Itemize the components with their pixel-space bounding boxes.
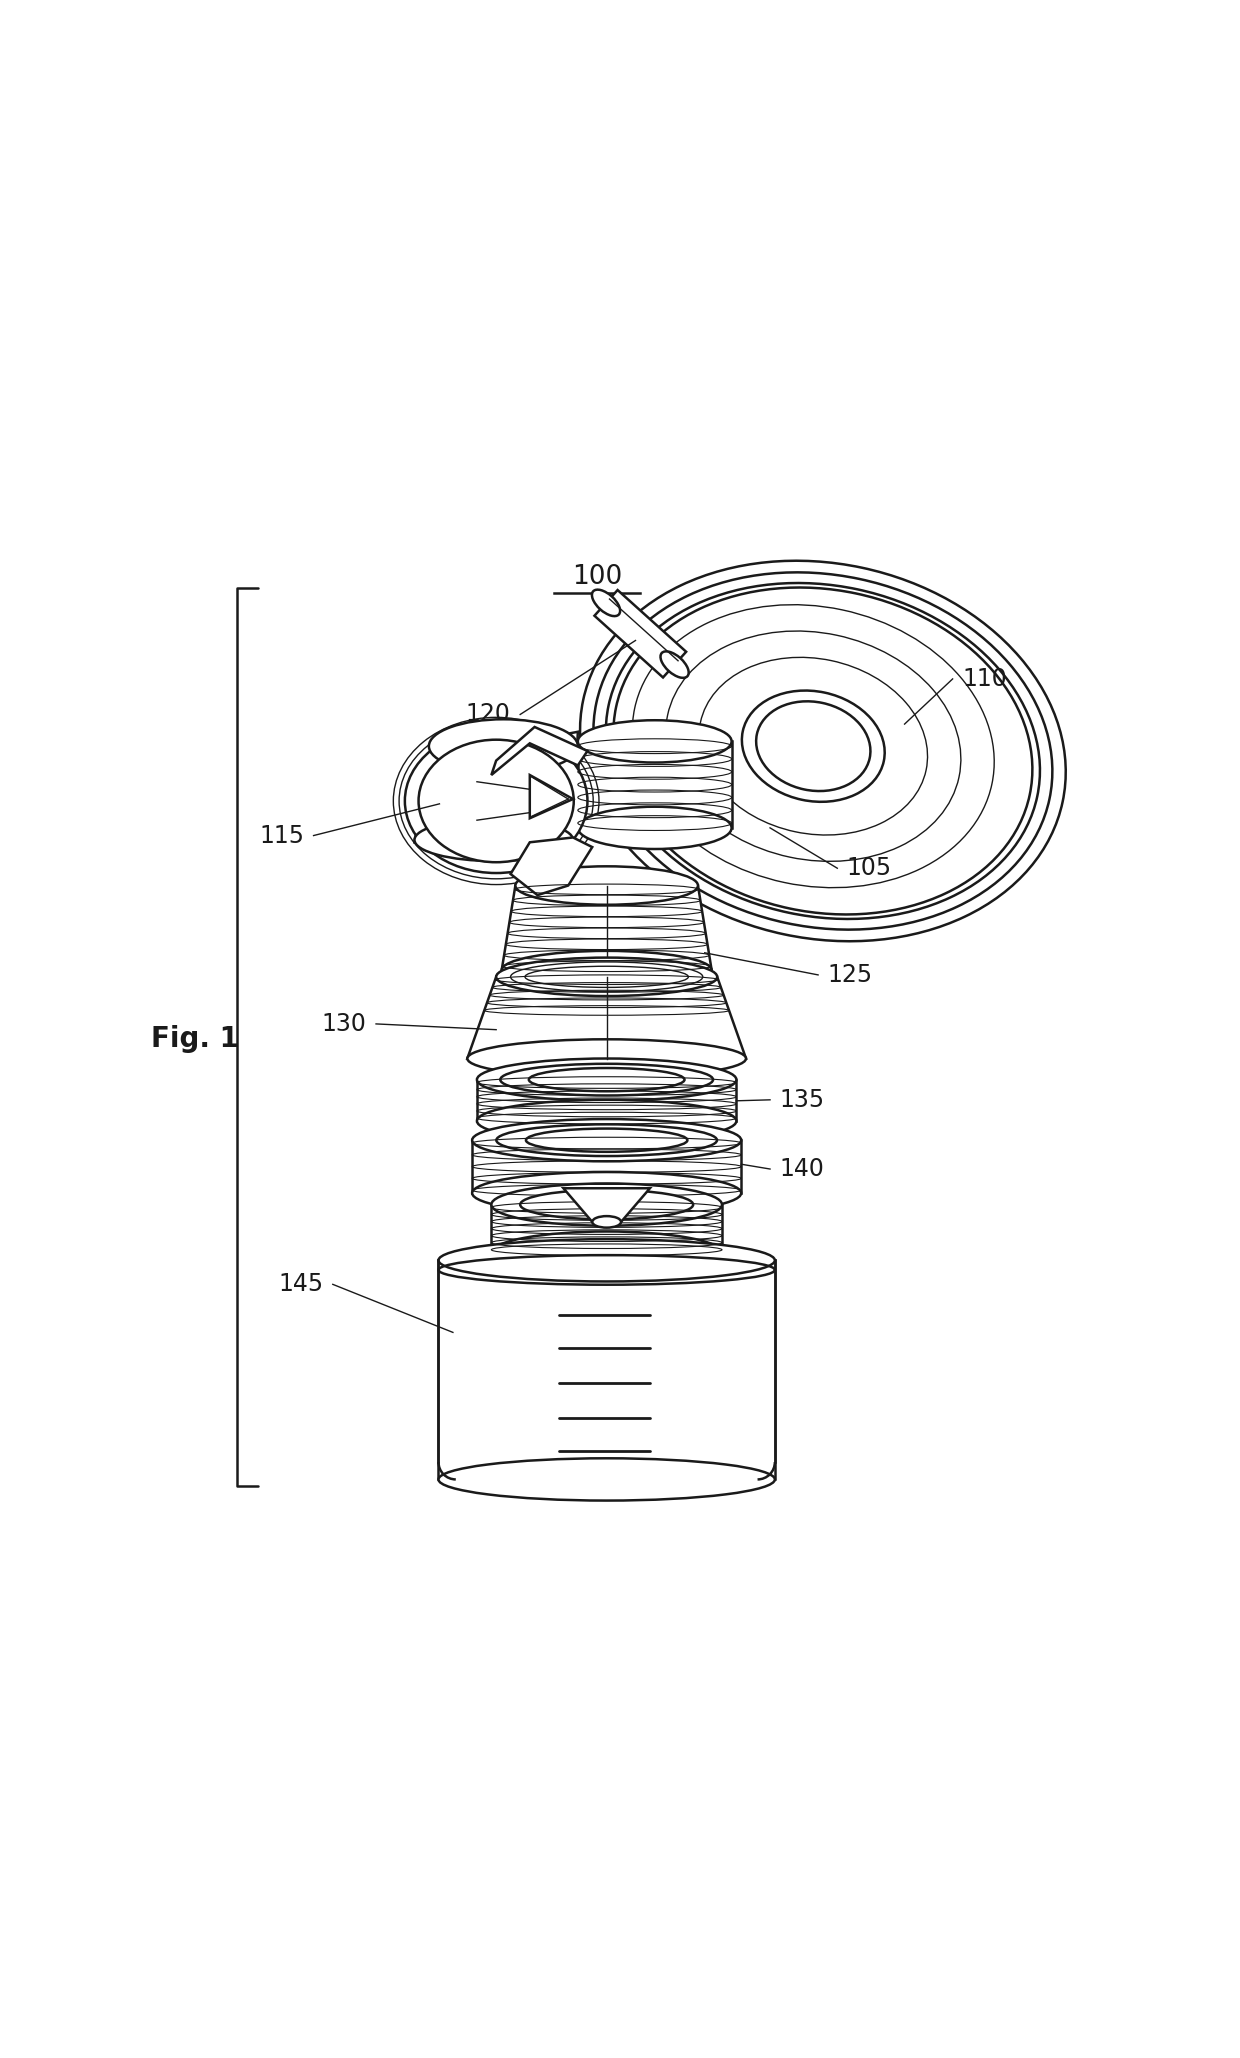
Text: Fig. 1: Fig. 1 (151, 1025, 239, 1054)
Polygon shape (529, 776, 573, 819)
Ellipse shape (472, 1171, 742, 1214)
Ellipse shape (756, 702, 870, 790)
Ellipse shape (477, 1058, 737, 1101)
Ellipse shape (578, 720, 732, 764)
Polygon shape (439, 1253, 775, 1259)
Text: 5: 5 (670, 1307, 681, 1323)
Text: 125: 125 (828, 963, 873, 988)
Polygon shape (472, 1140, 742, 1194)
Ellipse shape (439, 1239, 775, 1282)
Ellipse shape (521, 1190, 693, 1220)
Text: 105: 105 (847, 856, 892, 881)
Text: 120: 120 (466, 702, 511, 726)
Ellipse shape (614, 587, 1033, 914)
Polygon shape (491, 726, 588, 776)
Text: 100: 100 (572, 564, 622, 589)
Ellipse shape (516, 866, 698, 906)
Text: 140: 140 (780, 1157, 825, 1181)
Ellipse shape (419, 739, 574, 862)
Ellipse shape (578, 807, 732, 850)
Ellipse shape (502, 951, 712, 990)
Text: 115: 115 (259, 823, 304, 848)
Ellipse shape (414, 819, 573, 860)
Polygon shape (491, 1204, 722, 1253)
Ellipse shape (661, 652, 688, 677)
Ellipse shape (429, 720, 578, 774)
Ellipse shape (528, 1068, 684, 1091)
Ellipse shape (404, 729, 588, 873)
Polygon shape (477, 1080, 737, 1122)
Polygon shape (511, 838, 593, 895)
Text: 145: 145 (278, 1272, 324, 1297)
Ellipse shape (467, 1039, 746, 1078)
Text: 135: 135 (780, 1089, 825, 1111)
Text: 1 oz: 1 oz (670, 1443, 707, 1459)
Ellipse shape (496, 957, 717, 996)
Ellipse shape (491, 1183, 722, 1227)
Polygon shape (594, 591, 686, 677)
Polygon shape (502, 885, 712, 969)
Text: 4: 4 (670, 1340, 681, 1356)
Text: 110: 110 (962, 667, 1007, 691)
Ellipse shape (472, 1120, 742, 1161)
Polygon shape (414, 733, 578, 842)
Ellipse shape (742, 691, 884, 803)
Text: 2: 2 (670, 1410, 681, 1426)
Ellipse shape (593, 1216, 621, 1229)
Polygon shape (578, 741, 732, 827)
Polygon shape (439, 1259, 775, 1480)
Polygon shape (563, 1187, 650, 1222)
Polygon shape (467, 978, 746, 1058)
Text: 130: 130 (321, 1013, 367, 1035)
Ellipse shape (439, 1459, 775, 1500)
Text: 3: 3 (670, 1375, 681, 1391)
Ellipse shape (591, 591, 620, 615)
Ellipse shape (491, 1231, 722, 1274)
Ellipse shape (477, 1099, 737, 1142)
Ellipse shape (526, 1128, 687, 1152)
